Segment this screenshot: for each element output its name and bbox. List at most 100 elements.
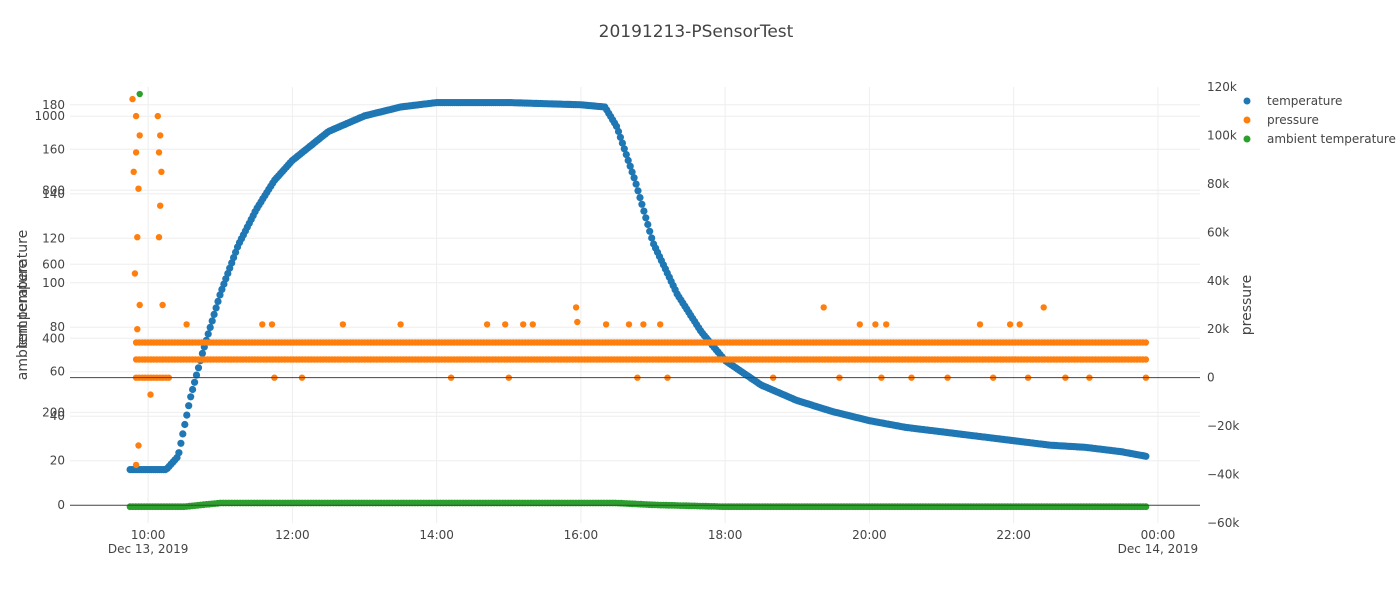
- marker-temperature: [632, 180, 640, 188]
- x-tick-label: 22:00: [996, 528, 1031, 542]
- legend-item-ambient-temperature[interactable]: ambient temperature: [1243, 132, 1396, 146]
- y-axis-title-ambient: ambient temperature: [15, 230, 31, 380]
- legend-marker-pressure: [1243, 116, 1251, 124]
- y-axis-title-pressure: pressure: [1239, 275, 1255, 335]
- marker-pressure: [529, 321, 536, 328]
- marker-pressure: [657, 321, 664, 328]
- y-tick-label-temperature: 80: [50, 320, 65, 334]
- marker-pressure: [131, 270, 139, 277]
- y-tick-label-ambient: 1000: [34, 109, 65, 123]
- marker-temperature: [648, 234, 656, 242]
- y-tick-label-temperature: 140: [42, 187, 65, 201]
- marker-pressure: [136, 301, 143, 309]
- marker-pressure: [147, 391, 154, 398]
- marker-temperature: [644, 220, 652, 229]
- series-temperature: [126, 99, 1150, 474]
- marker-temperature: [189, 385, 197, 394]
- marker-pressure: [339, 321, 347, 328]
- marker-pressure: [134, 326, 141, 333]
- y-tick-label-pressure: 80k: [1207, 177, 1229, 191]
- y-tick-label-temperature: 100: [42, 276, 65, 290]
- marker-pressure: [132, 149, 140, 156]
- x-tick-label: 14:00: [419, 528, 454, 542]
- marker-temperature: [198, 349, 206, 357]
- marker-pressure: [130, 168, 137, 175]
- marker-pressure: [135, 442, 142, 449]
- y-tick-label-pressure: −20k: [1207, 419, 1239, 433]
- marker-temperature: [622, 151, 630, 159]
- x-tick-label: 16:00: [564, 528, 599, 542]
- marker-temperature: [636, 194, 644, 202]
- marker-pressure: [158, 168, 165, 175]
- marker-pressure: [502, 321, 509, 328]
- marker-ambient-temperature-outlier: [136, 90, 143, 98]
- marker-temperature: [183, 411, 191, 419]
- y-tick-label-temperature: 60: [50, 365, 65, 379]
- y-tick-label-pressure: −60k: [1207, 516, 1239, 530]
- marker-temperature: [614, 127, 623, 136]
- y-tick-label-ambient: 200: [42, 405, 65, 419]
- marker-pressure: [625, 321, 633, 328]
- grid-layer: [70, 87, 1200, 523]
- marker-ambient-temperature: [1142, 503, 1150, 511]
- marker-temperature: [626, 162, 634, 170]
- marker-pressure: [1040, 304, 1047, 311]
- legend-item-temperature[interactable]: temperature: [1243, 94, 1343, 108]
- marker-pressure-band: [1142, 356, 1150, 363]
- marker-pressure: [397, 321, 404, 328]
- legend: temperature pressure ambient temperature: [1243, 94, 1396, 146]
- marker-temperature: [630, 174, 638, 182]
- marker-temperature: [628, 168, 636, 176]
- marker-pressure: [135, 185, 142, 192]
- y-tick-label-pressure: −40k: [1207, 468, 1239, 482]
- x-tick-sublabel: Dec 13, 2019: [108, 542, 188, 556]
- marker-pressure: [155, 234, 163, 241]
- marker-temperature: [646, 227, 654, 235]
- marker-pressure: [132, 112, 140, 120]
- chart-title: 20191213-PSensorTest: [599, 22, 794, 42]
- marker-temperature: [187, 393, 195, 401]
- marker-temperature: [208, 317, 216, 325]
- marker-pressure: [872, 321, 879, 328]
- legend-item-pressure[interactable]: pressure: [1243, 113, 1319, 127]
- y-tick-label-pressure: 100k: [1207, 128, 1237, 142]
- marker-temperature: [204, 330, 212, 338]
- legend-marker-temperature: [1243, 97, 1251, 105]
- marker-pressure: [574, 318, 581, 326]
- marker-temperature: [634, 187, 642, 195]
- marker-temperature: [642, 214, 650, 222]
- x-tick-sublabel: Dec 14, 2019: [1118, 542, 1198, 556]
- marker-pressure: [129, 95, 136, 103]
- series-ambient-temperature: [126, 90, 1150, 511]
- marker-temperature: [638, 200, 646, 208]
- series-layer: [126, 90, 1150, 511]
- marker-pressure: [520, 321, 527, 328]
- marker-pressure: [134, 234, 141, 241]
- marker-temperature: [620, 145, 628, 153]
- marker-temperature: [210, 310, 218, 318]
- y-tick-label-temperature: 40: [50, 409, 65, 423]
- y-tick-label-pressure: 0: [1207, 371, 1215, 385]
- marker-temperature: [185, 402, 193, 410]
- marker-pressure: [183, 321, 190, 328]
- marker-temperature: [177, 439, 185, 447]
- marker-pressure: [1016, 321, 1023, 328]
- x-tick-label: 12:00: [275, 528, 310, 542]
- marker-pressure: [572, 304, 580, 311]
- marker-pressure-band: [1142, 339, 1150, 346]
- y-tick-label-pressure: 20k: [1207, 322, 1229, 336]
- marker-temperature: [212, 304, 220, 312]
- marker-pressure: [132, 461, 140, 469]
- marker-pressure: [259, 321, 266, 328]
- marker-temperature: [206, 323, 214, 331]
- y-tick-label-temperature: 20: [50, 454, 65, 468]
- marker-temperature: [179, 430, 187, 438]
- marker-pressure: [154, 112, 161, 120]
- y-tick-label-temperature: 0: [57, 498, 65, 512]
- legend-label-ambient-temperature: ambient temperature: [1267, 132, 1396, 146]
- series-pressure: [129, 95, 1150, 469]
- marker-pressure: [976, 321, 984, 328]
- marker-temperature: [1142, 452, 1150, 460]
